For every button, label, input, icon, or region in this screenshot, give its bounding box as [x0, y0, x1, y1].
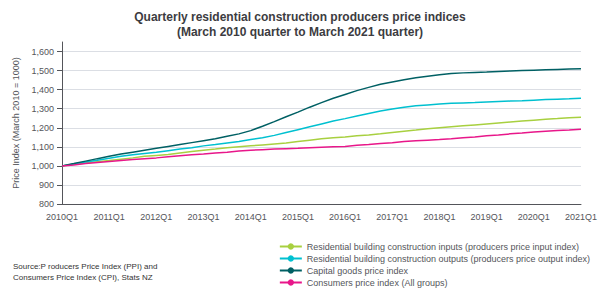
svg-text:1,000: 1,000: [31, 161, 54, 171]
svg-text:Quarterly residential construc: Quarterly residential construction produ…: [134, 10, 466, 24]
svg-text:2020Q1: 2020Q1: [518, 212, 550, 222]
svg-text:2012Q1: 2012Q1: [140, 212, 172, 222]
svg-text:1,500: 1,500: [31, 66, 54, 76]
svg-text:2017Q1: 2017Q1: [376, 212, 408, 222]
svg-text:2013Q1: 2013Q1: [188, 212, 220, 222]
svg-text:1,200: 1,200: [31, 123, 54, 133]
svg-text:1,100: 1,100: [31, 142, 54, 152]
svg-text:Price Index (March 2010 = 1000: Price Index (March 2010 = 1000): [11, 57, 21, 188]
svg-text:800: 800: [39, 199, 54, 209]
svg-text:1,400: 1,400: [31, 85, 54, 95]
svg-text:Capital goods price index: Capital goods price index: [307, 266, 409, 276]
svg-text:2010Q1: 2010Q1: [46, 212, 78, 222]
svg-text:2019Q1: 2019Q1: [471, 212, 503, 222]
svg-text:Residential building construct: Residential building construction inputs…: [307, 242, 579, 252]
svg-text:Consumers price index (All gro: Consumers price index (All groups): [307, 278, 448, 288]
svg-text:2018Q1: 2018Q1: [423, 212, 455, 222]
svg-text:Consumers Price Index (CPI), S: Consumers Price Index (CPI), Stats NZ: [13, 273, 153, 282]
svg-text:2016Q1: 2016Q1: [329, 212, 361, 222]
svg-text:2021Q1: 2021Q1: [565, 212, 597, 222]
svg-text:1,600: 1,600: [31, 47, 54, 57]
svg-text:2014Q1: 2014Q1: [235, 212, 267, 222]
svg-text:Residential building construct: Residential building construction output…: [307, 254, 590, 264]
svg-text:1,300: 1,300: [31, 104, 54, 114]
svg-text:2011Q1: 2011Q1: [94, 212, 125, 222]
svg-text:2015Q1: 2015Q1: [282, 212, 314, 222]
svg-text:900: 900: [39, 180, 54, 190]
svg-text:(March 2010 quarter to March 2: (March 2010 quarter to March 2021 quarte…: [177, 25, 423, 39]
svg-text:Source:P roducers Price Index: Source:P roducers Price Index (PPI) and: [13, 262, 157, 271]
